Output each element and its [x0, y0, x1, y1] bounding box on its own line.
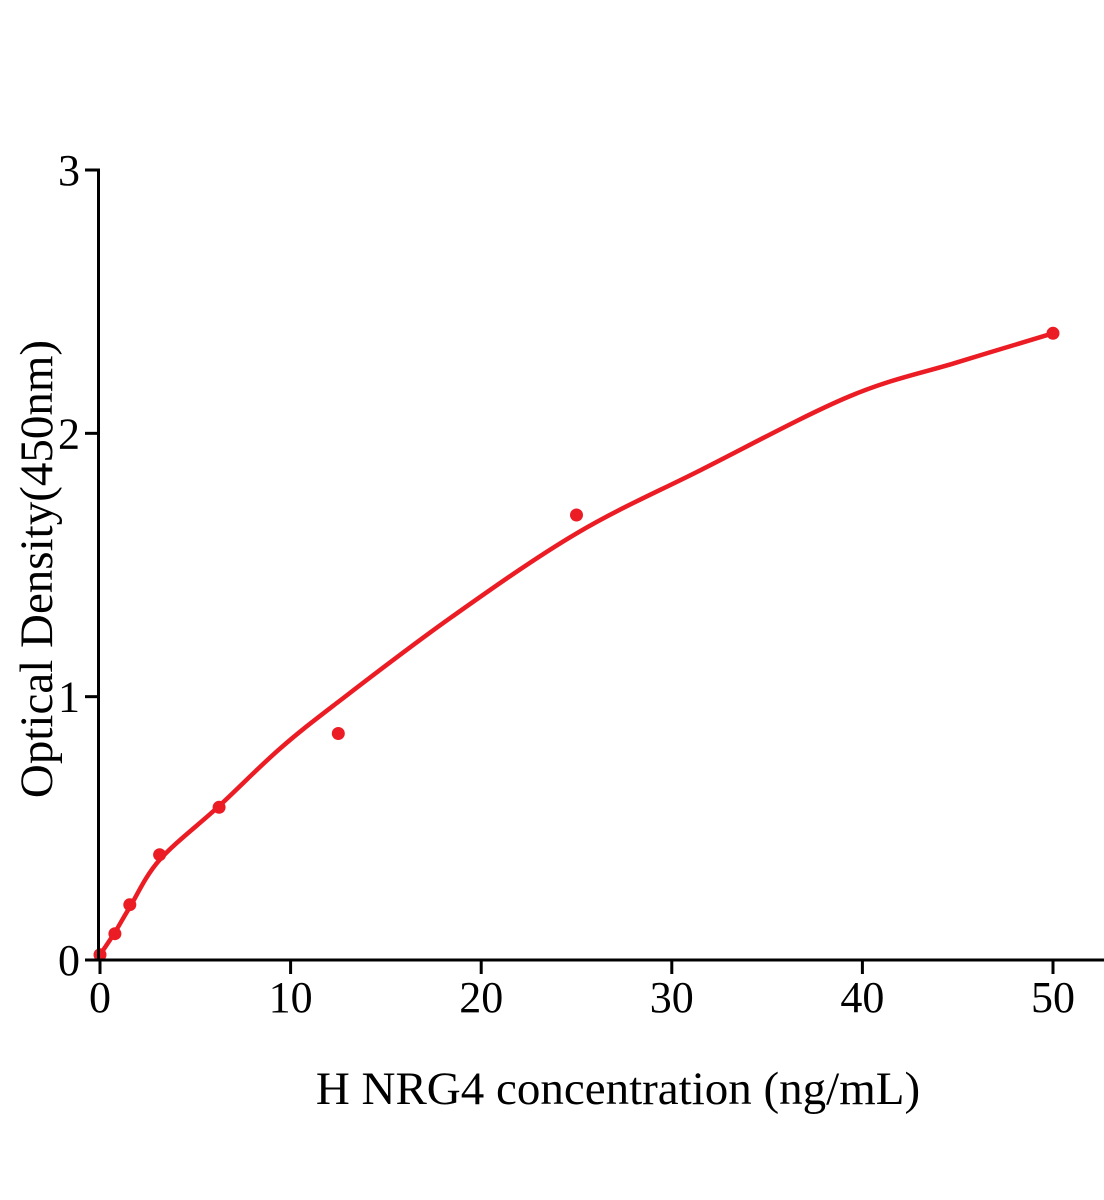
x-tick-label: 30: [650, 973, 694, 1022]
x-axis-title: H NRG4 concentration (ng/mL): [316, 1063, 920, 1115]
fit-curve-path: [97, 331, 1056, 957]
x-tick-label: 0: [89, 973, 111, 1022]
y-tick-label: 0: [58, 936, 80, 985]
fit-curve-layer: [97, 331, 1056, 957]
data-point: [1046, 326, 1060, 340]
tick-labels-layer: 0 10 20 30 40 50 0 1 2 3: [58, 146, 1075, 1022]
y-tick-label: 2: [58, 409, 80, 458]
axes-layer: [85, 168, 1104, 974]
data-point: [212, 800, 226, 814]
data-point: [108, 927, 122, 941]
x-tick-label: 40: [840, 973, 884, 1022]
data-point: [153, 848, 167, 862]
y-tick-label: 3: [58, 146, 80, 195]
data-point: [331, 727, 345, 740]
y-axis-title: Optical Density(450nm): [11, 340, 63, 798]
x-tick-label: 20: [459, 973, 503, 1022]
data-points-layer: [93, 326, 1060, 962]
x-tick-label: 10: [269, 973, 313, 1022]
y-tick-label: 1: [58, 673, 80, 722]
x-tick-label: 50: [1031, 973, 1075, 1022]
data-point: [570, 508, 583, 522]
data-point: [123, 898, 137, 912]
